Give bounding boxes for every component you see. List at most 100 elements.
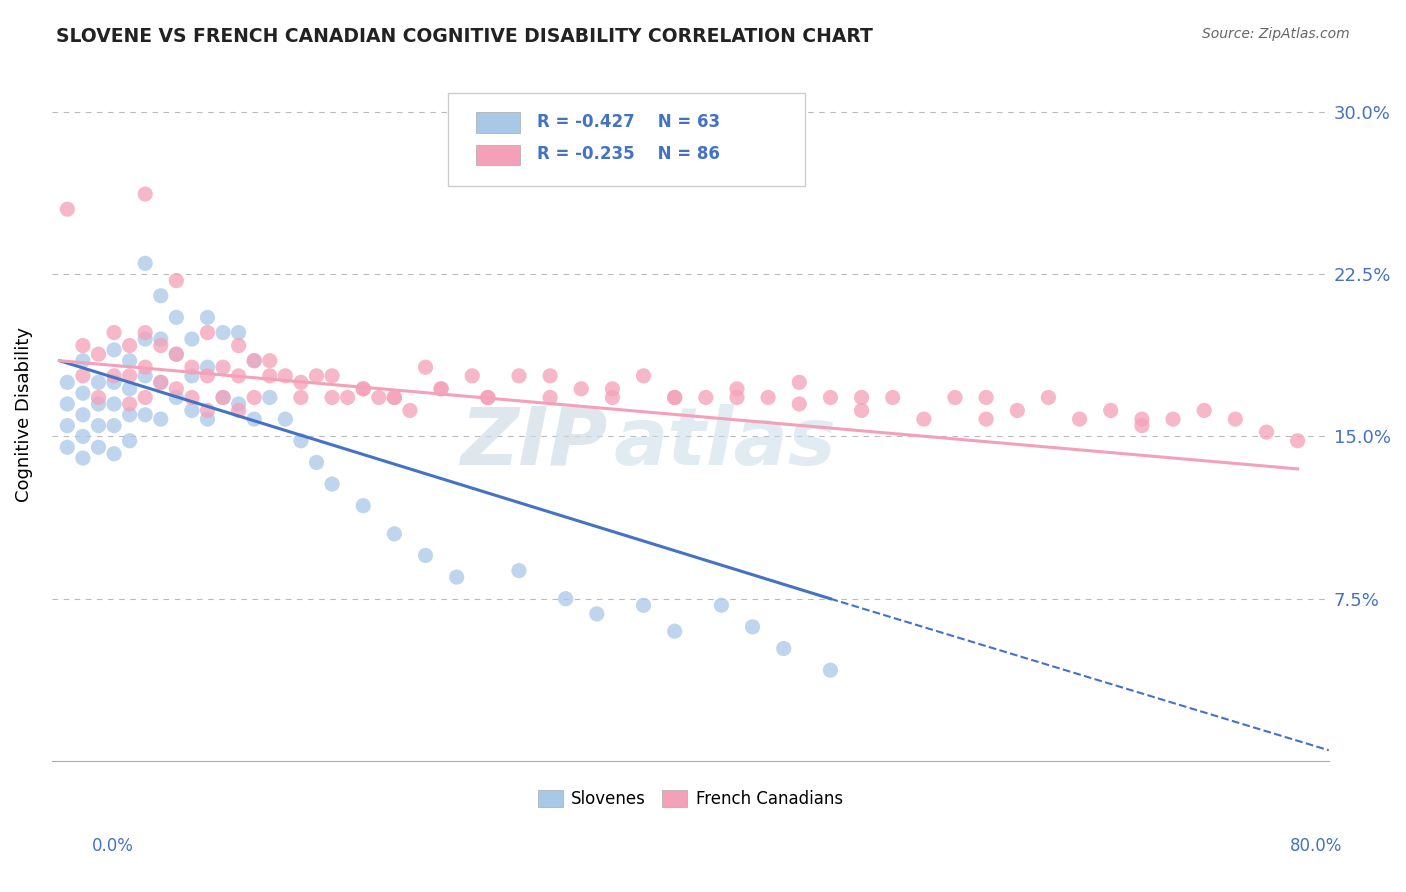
Point <box>274 412 297 426</box>
Point <box>149 376 172 390</box>
Text: 80.0%: 80.0% <box>1291 837 1343 855</box>
Point <box>415 360 437 375</box>
Text: R = -0.235    N = 86: R = -0.235 N = 86 <box>537 145 720 163</box>
Point <box>664 624 686 639</box>
FancyBboxPatch shape <box>447 93 806 186</box>
Point <box>87 397 110 411</box>
Point <box>259 391 281 405</box>
Text: Source: ZipAtlas.com: Source: ZipAtlas.com <box>1202 27 1350 41</box>
Point <box>787 376 810 390</box>
Point <box>1130 412 1153 426</box>
Text: R = -0.427    N = 63: R = -0.427 N = 63 <box>537 113 720 131</box>
Point <box>212 391 235 405</box>
Point <box>1192 403 1215 417</box>
Point <box>72 408 94 422</box>
Point <box>1286 434 1309 448</box>
Point <box>103 376 125 390</box>
Point <box>710 599 733 613</box>
Point <box>1130 418 1153 433</box>
Legend: Slovenes, French Canadians: Slovenes, French Canadians <box>531 783 849 815</box>
Point <box>180 332 202 346</box>
Point <box>165 347 187 361</box>
Point <box>118 338 141 352</box>
Point <box>1256 425 1278 439</box>
Point <box>56 397 79 411</box>
Point <box>787 397 810 411</box>
Point <box>820 663 842 677</box>
Point <box>228 326 250 340</box>
Point <box>352 499 374 513</box>
Point <box>367 391 389 405</box>
Point <box>134 408 156 422</box>
FancyBboxPatch shape <box>475 145 520 166</box>
Point <box>1038 391 1060 405</box>
Point <box>134 391 156 405</box>
Point <box>180 368 202 383</box>
Point <box>321 477 343 491</box>
Point <box>118 397 141 411</box>
Point <box>165 382 187 396</box>
Point <box>228 368 250 383</box>
Point <box>352 382 374 396</box>
Point <box>477 391 499 405</box>
Point <box>180 391 202 405</box>
Point <box>633 599 655 613</box>
Point <box>569 382 592 396</box>
Point <box>134 256 156 270</box>
Point <box>695 391 717 405</box>
Point <box>228 397 250 411</box>
Point <box>974 391 997 405</box>
Point <box>103 343 125 357</box>
Point <box>180 403 202 417</box>
Point <box>305 368 328 383</box>
Point <box>87 376 110 390</box>
Point <box>336 391 359 405</box>
Point <box>725 391 748 405</box>
Text: SLOVENE VS FRENCH CANADIAN COGNITIVE DISABILITY CORRELATION CHART: SLOVENE VS FRENCH CANADIAN COGNITIVE DIS… <box>56 27 873 45</box>
Point <box>165 274 187 288</box>
Point <box>851 403 873 417</box>
Point <box>72 386 94 401</box>
Point <box>103 397 125 411</box>
Point <box>118 353 141 368</box>
Point <box>725 382 748 396</box>
Point <box>118 434 141 448</box>
Point <box>87 391 110 405</box>
Point <box>72 353 94 368</box>
Point <box>118 368 141 383</box>
Point <box>243 353 266 368</box>
Point <box>149 289 172 303</box>
Point <box>508 368 530 383</box>
Point <box>228 403 250 417</box>
Point <box>399 403 422 417</box>
Point <box>165 347 187 361</box>
Point <box>1225 412 1247 426</box>
Point <box>243 353 266 368</box>
Point <box>585 607 607 621</box>
Point <box>165 310 187 325</box>
Point <box>1069 412 1091 426</box>
Y-axis label: Cognitive Disability: Cognitive Disability <box>15 327 32 502</box>
Point <box>851 391 873 405</box>
Point <box>197 360 219 375</box>
Point <box>772 641 794 656</box>
Point <box>243 391 266 405</box>
Point <box>321 368 343 383</box>
Point <box>664 391 686 405</box>
Point <box>228 338 250 352</box>
Point <box>1161 412 1184 426</box>
Point <box>56 376 79 390</box>
Point <box>134 368 156 383</box>
Point <box>134 326 156 340</box>
Point <box>149 376 172 390</box>
Point <box>430 382 453 396</box>
FancyBboxPatch shape <box>475 112 520 133</box>
Point <box>72 338 94 352</box>
Point <box>446 570 468 584</box>
Point <box>87 418 110 433</box>
Point <box>477 391 499 405</box>
Point <box>197 403 219 417</box>
Point <box>87 347 110 361</box>
Point <box>212 326 235 340</box>
Point <box>149 412 172 426</box>
